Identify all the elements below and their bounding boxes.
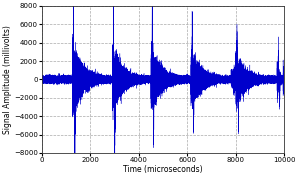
X-axis label: Time (microseconds): Time (microseconds) — [123, 165, 203, 173]
Y-axis label: Signal Amplitude (millivolts): Signal Amplitude (millivolts) — [4, 25, 13, 134]
